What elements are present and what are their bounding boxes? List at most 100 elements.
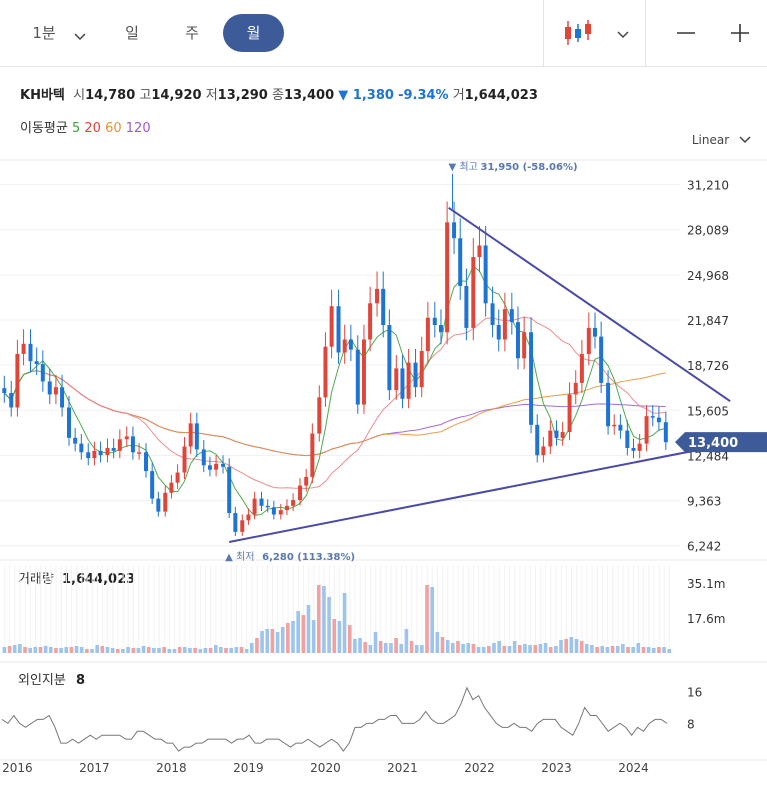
plus-icon[interactable] [730, 23, 750, 47]
price-tick-label: 21,847 [687, 314, 729, 328]
volume-bar [554, 646, 558, 653]
candle-body [67, 407, 71, 438]
close-value: 13,400 [283, 88, 335, 103]
volume-bar [162, 647, 166, 653]
ma-5: 5 [71, 121, 81, 136]
volume-bar [110, 648, 115, 653]
candle-body [246, 514, 251, 521]
volume-bar [59, 648, 63, 653]
candle-body [150, 471, 155, 499]
candle-body [515, 322, 520, 359]
volume-bar [322, 586, 326, 653]
candle-body [541, 446, 546, 456]
timeframe-week[interactable]: 주 [185, 24, 199, 42]
volume-bar [33, 647, 38, 653]
high-label: 고 [139, 88, 152, 103]
volume-bar [167, 649, 172, 653]
ma-5-line [3, 265, 666, 517]
volume-bar [450, 643, 455, 653]
price-tick-label: 28,089 [687, 224, 729, 238]
candle-body [387, 325, 392, 391]
volume-title: 거래량 [18, 572, 54, 587]
candle-body [413, 362, 418, 388]
candle-body [86, 452, 91, 459]
timeframe-1min[interactable]: 1분 [32, 24, 56, 42]
volume-bar [172, 649, 177, 653]
candle-body [298, 485, 303, 501]
volume-bar [131, 648, 136, 653]
candle-body [144, 452, 149, 472]
candle-body [406, 362, 411, 399]
candle-body [496, 325, 501, 340]
candle-body [227, 466, 232, 514]
chevron-down-icon[interactable] [74, 27, 86, 46]
volume-bar [213, 645, 218, 653]
volume-bar [404, 629, 409, 653]
minus-icon[interactable] [676, 23, 696, 47]
candle-body [310, 433, 315, 477]
volume-bar [383, 643, 388, 653]
candle-body [240, 520, 245, 532]
low-marker-label: ▲ 최저 [225, 551, 254, 563]
moving-average-legend[interactable]: 이동평균 5 20 60 120 [20, 117, 151, 136]
timeframe-month[interactable]: 월 [223, 14, 284, 52]
volume-value: 1,644,023 [62, 572, 135, 587]
candle-body [509, 309, 514, 323]
volume-bar [28, 648, 32, 653]
timeframe-day[interactable]: 일 [125, 24, 139, 42]
volume-bar [651, 648, 656, 653]
volume-bar [79, 647, 84, 653]
x-tick-label: 2023 [541, 761, 572, 775]
volume-bar [636, 643, 641, 653]
candle-body [394, 368, 399, 391]
current-price-value: 13,400 [688, 436, 738, 451]
volume-bar [316, 585, 321, 653]
trendline [228, 442, 731, 543]
volume-bar [579, 641, 584, 653]
candle-body [323, 346, 328, 398]
volume-bar [445, 640, 450, 653]
candle-body [175, 472, 180, 483]
candle-body [137, 452, 142, 454]
candle-body [400, 368, 405, 399]
candle-body [586, 327, 591, 354]
candle-body [452, 222, 457, 239]
candle-body [21, 343, 26, 354]
volume-bar [481, 647, 486, 653]
candle-body [599, 336, 604, 383]
volume-bar [244, 649, 249, 653]
volume-bar [615, 646, 620, 653]
candle-body [625, 430, 630, 448]
volume-bar [69, 647, 74, 653]
volume-bar [626, 647, 630, 653]
low-value: 13,290 [217, 88, 268, 103]
volume-bar [157, 648, 161, 653]
price-tick-label: 24,968 [687, 269, 729, 283]
volume-bar [275, 632, 280, 653]
candle-body [458, 238, 463, 286]
low-label: 저 [205, 88, 218, 103]
volume-bar [182, 647, 187, 653]
current-price-tag [675, 432, 767, 453]
volume-bar [54, 648, 58, 653]
volume-bar [85, 649, 89, 653]
volume-bar [64, 647, 69, 653]
candle-body [304, 476, 309, 486]
ma-60: 60 [105, 121, 122, 136]
candlestick-icon[interactable] [563, 18, 593, 52]
candle-body [464, 285, 469, 328]
volume-bar [368, 645, 373, 653]
candle-body [40, 364, 45, 382]
volume-bar [502, 646, 507, 653]
price-tick-label: 9,363 [687, 495, 721, 509]
foreign-tick-label: 8 [687, 717, 695, 731]
volume-bar [476, 647, 481, 653]
chevron-down-icon[interactable] [617, 25, 629, 44]
x-tick-label: 2016 [2, 761, 33, 775]
scale-mode-dropdown[interactable]: Linear [692, 133, 751, 147]
volume-bar [497, 641, 501, 653]
volume-bar [533, 645, 538, 653]
volume-bar [471, 644, 476, 653]
chevron-down-icon [739, 136, 751, 144]
candle-body [529, 332, 534, 425]
